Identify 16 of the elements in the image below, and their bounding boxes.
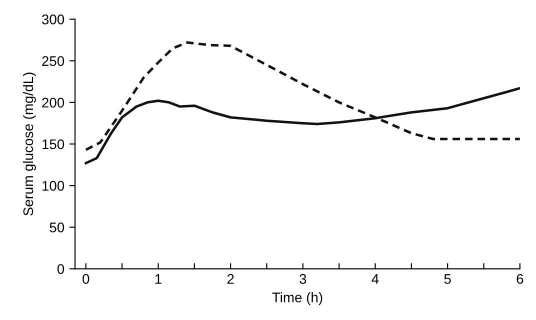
x-tick-label: 0	[82, 274, 90, 284]
y-tick-label: 200	[42, 98, 64, 108]
y-tick-label: 250	[42, 56, 64, 66]
y-tick-label: 50	[50, 222, 64, 232]
x-tick-label: 2	[227, 274, 234, 284]
x-tick-label: 1	[155, 274, 162, 284]
x-tick-label: 3	[300, 274, 306, 284]
y-tick-label: 150	[42, 139, 64, 150]
y-tick-label: 0	[57, 264, 64, 274]
y-tick-label: 300	[42, 14, 64, 24]
y-axis-title: Serum glucose (mg/dL)	[22, 72, 36, 216]
x-tick-label: 4	[372, 274, 379, 284]
x-tick-label: 6	[516, 274, 524, 284]
x-axis-title: Time (h)	[272, 292, 322, 306]
y-tick-label: 100	[42, 180, 64, 191]
x-tick-label: 5	[444, 274, 451, 284]
